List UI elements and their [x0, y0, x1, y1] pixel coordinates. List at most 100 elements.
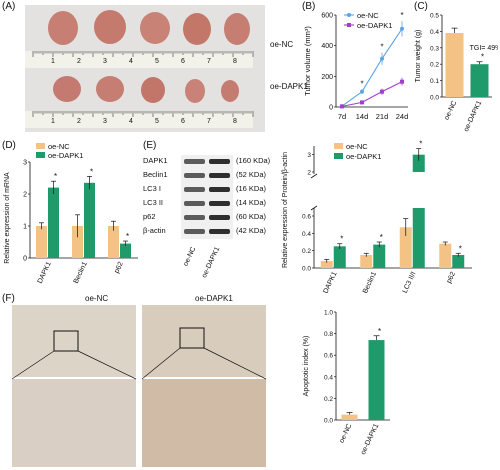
bar-upper — [412, 154, 425, 172]
y-tick-label: 0.2 — [324, 396, 333, 403]
blot-row-size: (42 KDa) — [236, 226, 267, 235]
blot-row-name: Beclin1 — [143, 170, 168, 179]
significance-marker: * — [340, 235, 343, 244]
y-tick-label: 0.5 — [430, 13, 439, 20]
ruler-tick-label: 7 — [207, 118, 211, 125]
blot-band — [209, 159, 230, 164]
blot-band — [184, 229, 205, 234]
series-line-1 — [341, 81, 403, 107]
chart-b-tumor-volume: 0 200 400 600 7d 14d 21d 24d Tumor volume (mm³) *… — [303, 11, 408, 121]
ihc-dapk1-low — [142, 305, 266, 377]
blot-row-size: (14 KDa) — [236, 198, 267, 207]
ihc-dapk1-high — [142, 379, 266, 467]
y-axis-label: Relative expression of Protein/β-actin — [282, 152, 289, 268]
legend-label: oe-DAPK1 — [357, 21, 392, 30]
data-point — [360, 100, 364, 105]
y-tick-label: 0.6 — [302, 214, 311, 221]
panel-label-d: (D) — [2, 140, 16, 151]
y-tick-label: 0.0 — [324, 418, 333, 425]
x-tick-label: oe-NC — [338, 423, 353, 444]
panel-label-c: (C) — [414, 1, 428, 12]
legend-label: oe-DAPK1 — [48, 151, 83, 160]
blot-row-name: p62 — [143, 212, 156, 221]
ihc-label-dapk1: oe-DAPK1 — [195, 294, 233, 303]
significance-marker: * — [400, 11, 403, 20]
y-tick-label: 0.0 — [302, 266, 311, 273]
x-tick-label: oe-NC — [443, 100, 458, 121]
significance-marker: * — [360, 79, 363, 88]
blot-row-name: LC3 II — [143, 198, 164, 207]
ruler-tick-label: 1 — [51, 118, 55, 125]
x-tick-label: DAPK1 — [37, 261, 53, 285]
bar — [320, 261, 333, 268]
x-tick-label: Beclin1 — [362, 271, 378, 293]
y-tick-label: 0.1 — [430, 78, 439, 85]
y-tick-label: 0.0 — [430, 95, 439, 102]
ruler-tick-label: 6 — [181, 58, 185, 65]
significance-marker: * — [481, 53, 484, 62]
x-tick-label: LC3 II/I — [402, 271, 418, 293]
y-axis-label: Apoptotic index (%) — [303, 336, 310, 397]
bar — [373, 244, 386, 268]
legend-swatch — [36, 152, 45, 158]
panel-label-e: (E) — [143, 140, 157, 151]
y-tick-label: 2 — [307, 170, 311, 177]
ruler-tick-label: 5 — [155, 58, 159, 65]
ihc-label-nc: oe-NC — [85, 294, 109, 303]
bar — [360, 255, 373, 268]
panel-label-a: (A) — [2, 1, 16, 12]
blot-band — [184, 201, 205, 206]
blot-band — [184, 215, 205, 220]
blot-band — [209, 173, 230, 178]
y-axis-label: Tumor weight (g) — [415, 30, 422, 83]
y-tick-label: 0.4 — [324, 374, 333, 381]
significance-marker: * — [54, 172, 57, 181]
y-tick-label: 1.0 — [324, 310, 333, 317]
bar — [341, 414, 358, 420]
y-tick-label: 0 — [329, 105, 333, 112]
panel-label-f: (F) — [2, 293, 15, 304]
blot-band — [184, 173, 205, 178]
row-label-nc: oe-NC — [270, 40, 294, 49]
blot-row-size: (16 KDa) — [236, 184, 267, 193]
y-tick-label: 3 — [307, 152, 311, 159]
tumor-photo: 1 2 3 4 5 6 7 8 1 2 3 4 5 6 7 8 — [25, 5, 265, 132]
western-blot: DAPK1 (160 KDa) Beclin1 (52 KDa) LC3 I (16 KD… — [143, 150, 273, 290]
ruler-tick-label: 2 — [77, 58, 81, 65]
y-tick-label: 0.2 — [302, 248, 311, 255]
x-tick-label: oe-DAPK1 — [463, 100, 483, 133]
blot-band — [209, 229, 230, 234]
bar — [445, 33, 464, 97]
bar — [333, 246, 346, 268]
ruler-tick-label: 4 — [129, 58, 133, 65]
blot-bands — [181, 155, 233, 239]
chart-f-apoptotic: 0.0 0.2 0.4 0.6 0.8 1.0 oe-NC * oe-DAPK1 Apoptoti… — [303, 310, 390, 456]
x-tick-label: oe-DAPK1 — [360, 423, 380, 456]
bar — [84, 182, 95, 258]
significance-marker: * — [378, 327, 381, 336]
legend-swatch — [334, 153, 343, 159]
blot-row-size: (52 KDa) — [236, 170, 267, 179]
blot-band — [209, 187, 230, 192]
blot-band — [209, 215, 230, 220]
ruler-tick-label: 7 — [207, 58, 211, 65]
ruler-tick-label: 6 — [181, 118, 185, 125]
y-tick-label: 1 — [23, 224, 27, 231]
blot-row-name: β-actin — [143, 226, 166, 235]
x-tick-label: p62 — [446, 271, 457, 285]
panel-label-b: (B) — [302, 1, 316, 12]
tgi-annotation: TGI= 49% — [470, 45, 498, 52]
ruler-tick-label: 2 — [77, 118, 81, 125]
y-tick-label: 0.4 — [430, 29, 439, 36]
y-tick-label: 0.4 — [302, 231, 311, 238]
blot-band — [209, 201, 230, 206]
y-tick-label: 3 — [23, 160, 27, 167]
legend-swatch — [334, 143, 343, 149]
y-tick-label: 0 — [23, 256, 27, 263]
ruler-tick-label: 1 — [51, 58, 55, 65]
series-line-0 — [341, 28, 403, 107]
y-tick-label: 0.8 — [324, 331, 333, 338]
chart-c-tumor-weight: 0.0 0.1 0.2 0.3 0.4 0.5 oe-NC * oe-DAPK1 Tumor we… — [415, 13, 498, 133]
bar — [36, 226, 47, 258]
y-tick-label: 0.6 — [324, 353, 333, 360]
